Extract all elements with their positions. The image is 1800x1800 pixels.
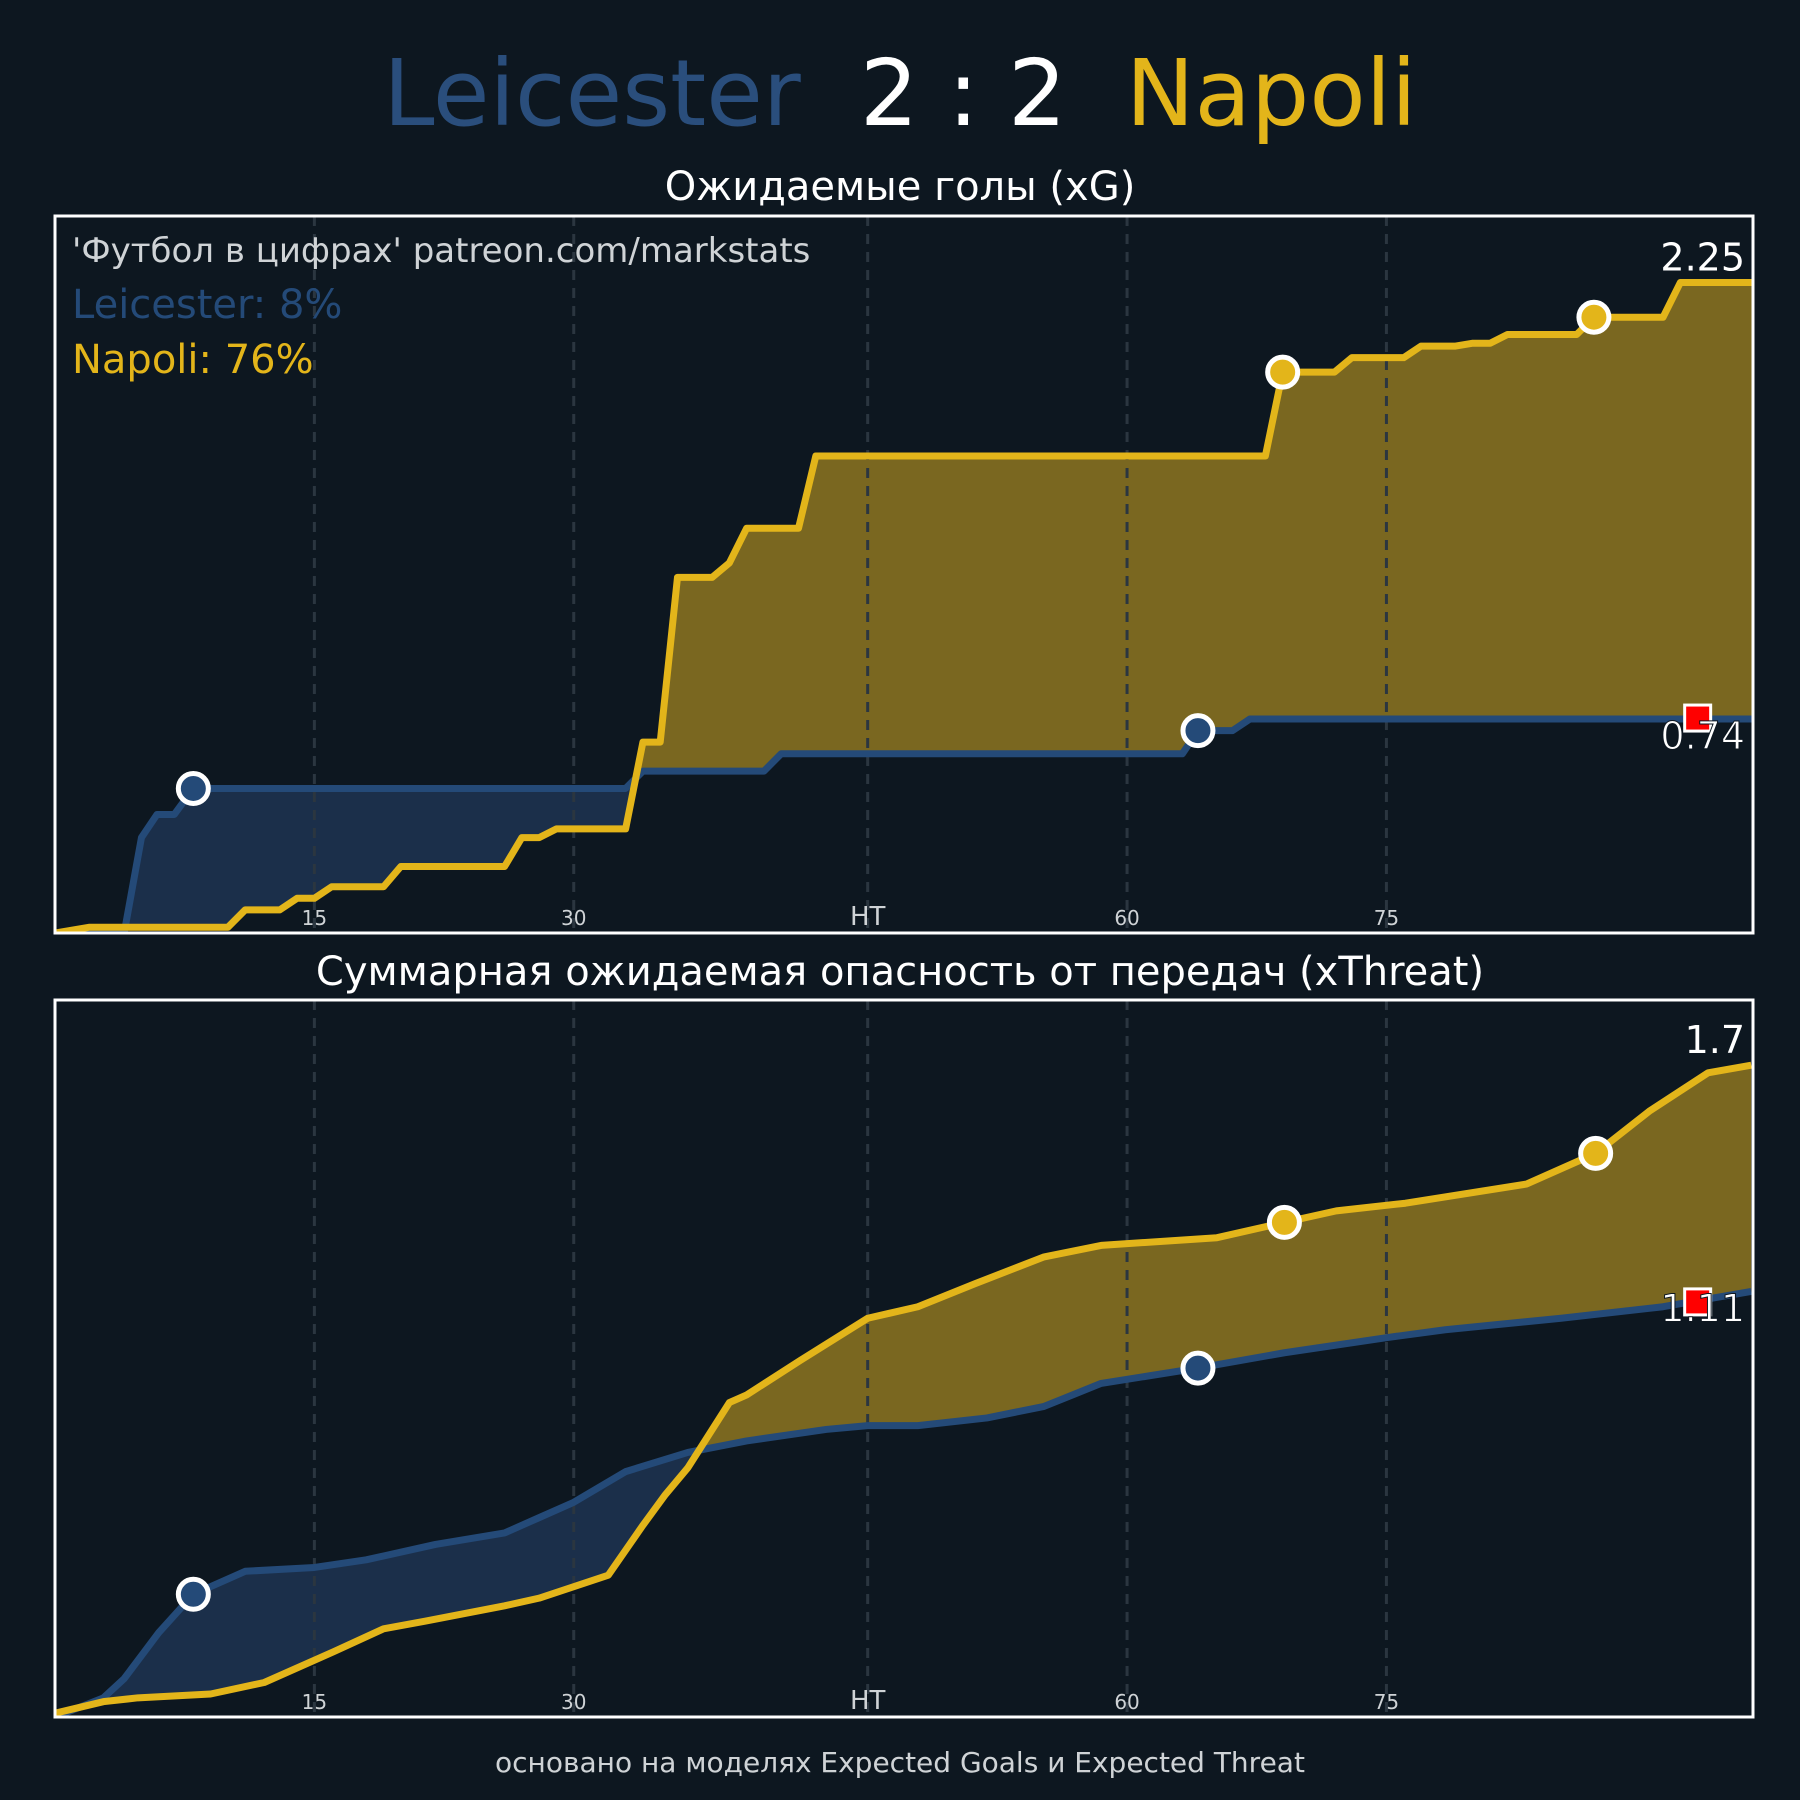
home-goal-marker: [1180, 713, 1216, 749]
red-card-marker: [1683, 703, 1713, 733]
home-end-value: 1.11: [1660, 1286, 1745, 1330]
x-tick-label: 15: [302, 1690, 327, 1714]
home-goal-marker: [1180, 1350, 1216, 1386]
legend-away: Napoli: 76%: [72, 337, 314, 383]
footer-note: основано на моделях Expected Goals и Exp…: [495, 1746, 1305, 1779]
series-lines: [55, 1061, 1752, 1717]
red-card-marker: [1683, 1287, 1713, 1317]
away-line: [55, 1061, 1752, 1717]
away-goal-marker: [1266, 1204, 1302, 1240]
xthreat-panel-title: Суммарная ожидаемая опасность от передач…: [316, 949, 1484, 995]
source-annotation: 'Футбол в цифрах' patreon.com/markstats: [72, 231, 810, 271]
panel-frame: [53, 998, 1755, 1719]
away-end-value: 1.7: [1685, 1018, 1745, 1062]
series-lines: [55, 278, 1753, 933]
x-tick-label: 60: [1114, 1690, 1139, 1714]
home-line: [55, 1287, 1752, 1717]
match-title: Leicester 2 : 2 Napoli: [383, 40, 1417, 147]
home-team-name: Leicester: [383, 40, 801, 147]
x-tick-label: HT: [850, 902, 886, 932]
x-tick-label: 75: [1374, 1690, 1399, 1714]
xg-panel-title: Ожидаемые голы (xG): [665, 164, 1136, 210]
home-goal-marker: [175, 770, 211, 806]
score: 2 : 2: [860, 40, 1067, 147]
x-tick-label: 30: [561, 1690, 586, 1714]
away-goal-marker: [1576, 299, 1612, 335]
away-team-name: Napoli: [1126, 40, 1417, 147]
x-tick-label: 75: [1374, 906, 1399, 930]
away-end-value: 2.25: [1660, 235, 1745, 279]
away-goal-marker: [1265, 354, 1301, 390]
panel-frame: [53, 214, 1755, 935]
x-tick-label: 30: [561, 906, 586, 930]
home-line: [55, 715, 1753, 933]
x-tick-label: 15: [302, 906, 327, 930]
home-goal-marker: [175, 1576, 211, 1612]
away-line: [55, 278, 1753, 933]
home-end-value: 0.74: [1660, 714, 1745, 758]
x-tick-label: HT: [850, 1686, 886, 1716]
x-tick-label: 60: [1114, 906, 1139, 930]
away-goal-marker: [1578, 1135, 1614, 1171]
legend-home: Leicester: 8%: [72, 282, 342, 328]
